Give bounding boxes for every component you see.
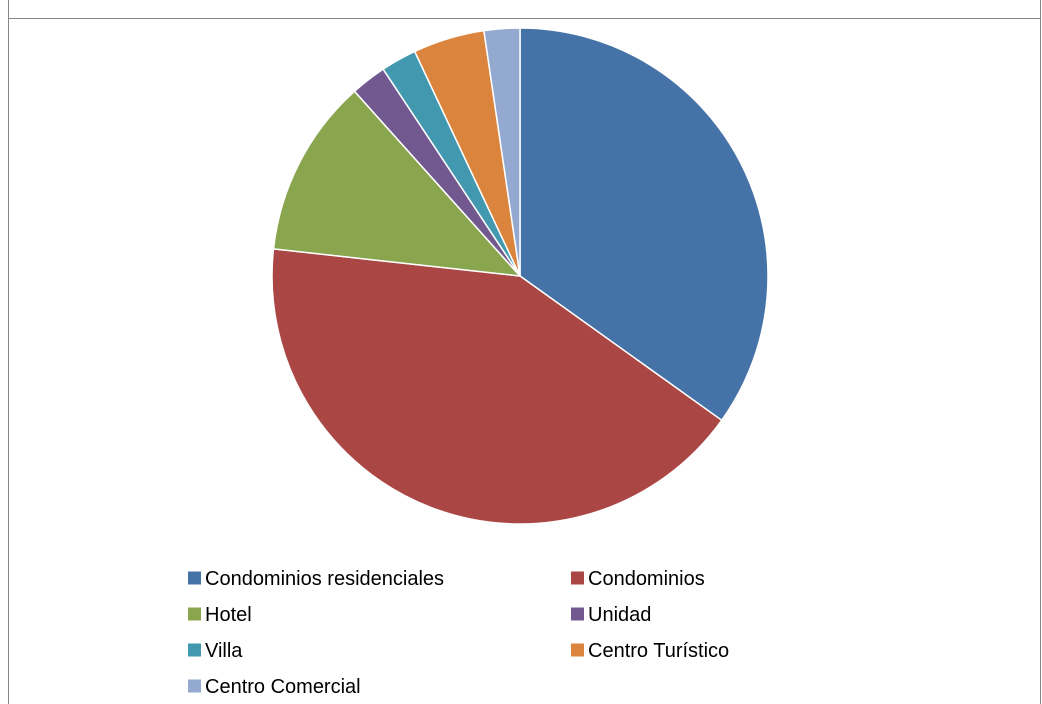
legend-label: Hotel [205,604,252,626]
pie-slice-6 [483,27,521,277]
legend-swatch [188,571,201,585]
pie-slices [271,27,769,525]
legend-label: Condominios residenciales [205,568,444,590]
pie-slice-2 [272,90,522,277]
legend-label: Unidad [588,604,651,626]
legend-swatch [571,571,584,585]
legend-item: Villa [188,640,243,662]
legend-label: Centro Comercial [205,676,361,698]
legend-label: Condominios [588,568,705,590]
legend-swatch [571,643,584,657]
legend-swatch [188,643,201,657]
legend-swatch [188,607,201,621]
chart-frame: Condominios residenciales Condominios Hote… [8,0,1042,704]
legend-swatch [571,607,584,621]
legend-item: Hotel [188,604,252,626]
legend-item: Unidad [571,604,651,626]
legend-item: Centro Turístico [571,640,729,662]
pie-chart: Condominios residenciales Condominios Hote… [8,0,1041,704]
legend-item: Condominios [571,568,705,590]
legend: Condominios residenciales Condominios Hote… [188,568,729,698]
legend-item: Condominios residenciales [188,568,444,590]
legend-label: Centro Turístico [588,640,729,662]
legend-item: Centro Comercial [188,676,361,698]
legend-swatch [188,679,201,693]
pie-slice-0 [519,27,769,422]
legend-label: Villa [205,640,243,662]
pie-slice-1 [271,248,723,525]
